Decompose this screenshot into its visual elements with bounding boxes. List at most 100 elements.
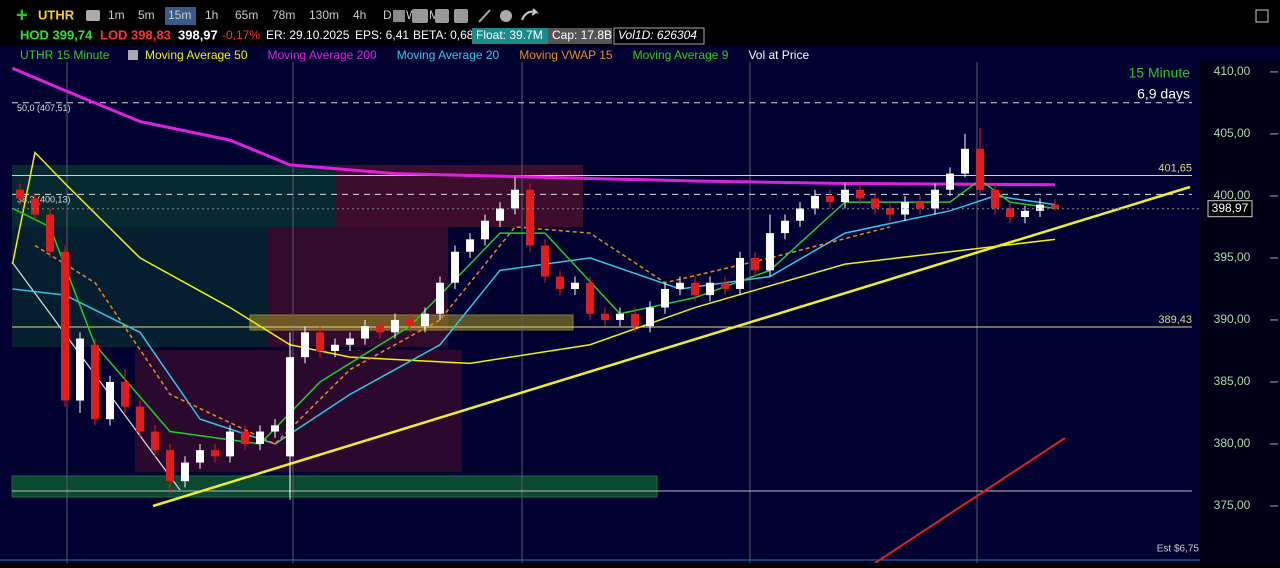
timeframe[interactable]: 65m <box>235 8 258 22</box>
symbol[interactable]: UTHR <box>38 7 75 22</box>
candle-body <box>256 431 264 444</box>
candle-body <box>346 338 354 345</box>
timeframe[interactable]: 1m <box>108 8 125 22</box>
timeframe[interactable]: 78m <box>272 8 295 22</box>
candle-body <box>211 450 219 457</box>
level-label: 389,43 <box>1158 314 1192 326</box>
icon[interactable] <box>521 8 540 21</box>
candle-body <box>961 148 969 174</box>
y-tick-label: 395,00 <box>1214 250 1251 264</box>
timeframe[interactable]: D <box>383 8 392 22</box>
candle-body <box>1051 204 1059 209</box>
timeframe[interactable]: 4h <box>353 8 366 22</box>
candle-body <box>166 450 174 482</box>
candle-body <box>226 431 234 457</box>
icon[interactable] <box>412 9 428 23</box>
last-price-label: 398,97 <box>1212 201 1249 215</box>
timeframe[interactable]: 1h <box>205 8 218 22</box>
candle-body <box>751 257 759 271</box>
candle-body <box>316 332 324 351</box>
price-axis-bg <box>1200 62 1280 563</box>
candle-body <box>1006 208 1014 218</box>
candle-body <box>631 313 639 327</box>
candle-body <box>991 189 999 209</box>
candle-body <box>181 462 189 482</box>
candle-body <box>526 189 534 246</box>
candle-body <box>136 406 144 432</box>
candle-body <box>406 319 414 327</box>
legend-entry[interactable]: Moving VWAP 15 <box>519 48 613 62</box>
icon[interactable] <box>435 9 449 23</box>
moving-average <box>11 66 1056 187</box>
span: 6,9 days <box>1137 86 1190 102</box>
icon[interactable] <box>478 9 491 23</box>
candle-body <box>91 344 99 420</box>
timeframe[interactable]: 15m <box>168 8 191 22</box>
candle-body <box>766 233 774 271</box>
legend-entry[interactable]: Moving Average 50 <box>145 48 248 62</box>
candle-body <box>376 326 384 333</box>
level-label: 401,65 <box>1158 162 1192 174</box>
candle-body <box>1036 204 1044 211</box>
candle-body <box>556 276 564 289</box>
candle-body <box>916 202 924 209</box>
volume-zone <box>135 350 462 472</box>
candle-body <box>796 208 804 221</box>
float: Float: 39.7M <box>476 28 543 42</box>
icon[interactable] <box>393 10 405 22</box>
volume: Vol1D: 626304 <box>618 28 697 42</box>
y-tick-label: 380,00 <box>1214 436 1251 450</box>
add-icon[interactable]: + <box>16 4 28 26</box>
candle-body <box>706 282 714 296</box>
candle-body <box>541 245 549 277</box>
icon[interactable] <box>500 10 512 22</box>
timeframe[interactable]: 5m <box>138 8 155 22</box>
float-box <box>472 28 548 44</box>
candle-body <box>151 431 159 451</box>
timeframe[interactable]: M <box>429 8 439 22</box>
last-price-box <box>1207 200 1253 218</box>
eps: EPS: 6,41 <box>355 28 409 42</box>
candle-body <box>46 214 54 252</box>
candle-body <box>511 189 519 209</box>
candle-body <box>466 239 474 252</box>
icon[interactable] <box>86 10 100 21</box>
candle-body <box>496 208 504 221</box>
moving-average <box>12 195 1056 445</box>
chart-title: UTHR 15 Minute <box>20 48 110 62</box>
y-tick-label: 390,00 <box>1214 312 1251 326</box>
candle-body <box>421 313 429 327</box>
fib-label: 50,0 (407,51) <box>17 103 71 113</box>
candle-body <box>616 313 624 320</box>
candle-body <box>946 173 954 190</box>
candle-body <box>886 208 894 215</box>
icon[interactable] <box>128 50 138 60</box>
window-icon[interactable] <box>1255 9 1269 23</box>
y-tick-label: 405,00 <box>1214 126 1251 140</box>
legend-entry[interactable]: Vol at Price <box>748 48 809 62</box>
period: 15 Minute <box>1129 65 1191 81</box>
candle-body <box>571 282 579 289</box>
candle-body <box>661 288 669 308</box>
legend-entry[interactable]: Moving Average 200 <box>268 48 378 62</box>
icon[interactable] <box>454 9 468 23</box>
estimate: Est $6,75 <box>1157 544 1200 555</box>
candle-body <box>811 195 819 209</box>
legend-entry[interactable]: Moving Average 20 <box>397 48 500 62</box>
candle-body <box>436 282 444 314</box>
timeframe[interactable]: 130m <box>309 8 339 22</box>
fib-label: 38,2 (400,13) <box>17 195 71 205</box>
lod: LOD 398,83 <box>100 27 171 42</box>
candle-body <box>271 425 279 432</box>
candle-body <box>856 189 864 199</box>
candle-body <box>16 189 24 199</box>
candle-body <box>901 202 909 215</box>
earnings-date: ER: 29.10.2025 <box>266 28 350 42</box>
candle-body <box>601 313 609 320</box>
candle-body <box>331 344 339 351</box>
legend-entry[interactable]: Moving Average 9 <box>633 48 729 62</box>
cap: Cap: 17.8B <box>552 28 612 42</box>
candle-body <box>286 357 294 457</box>
